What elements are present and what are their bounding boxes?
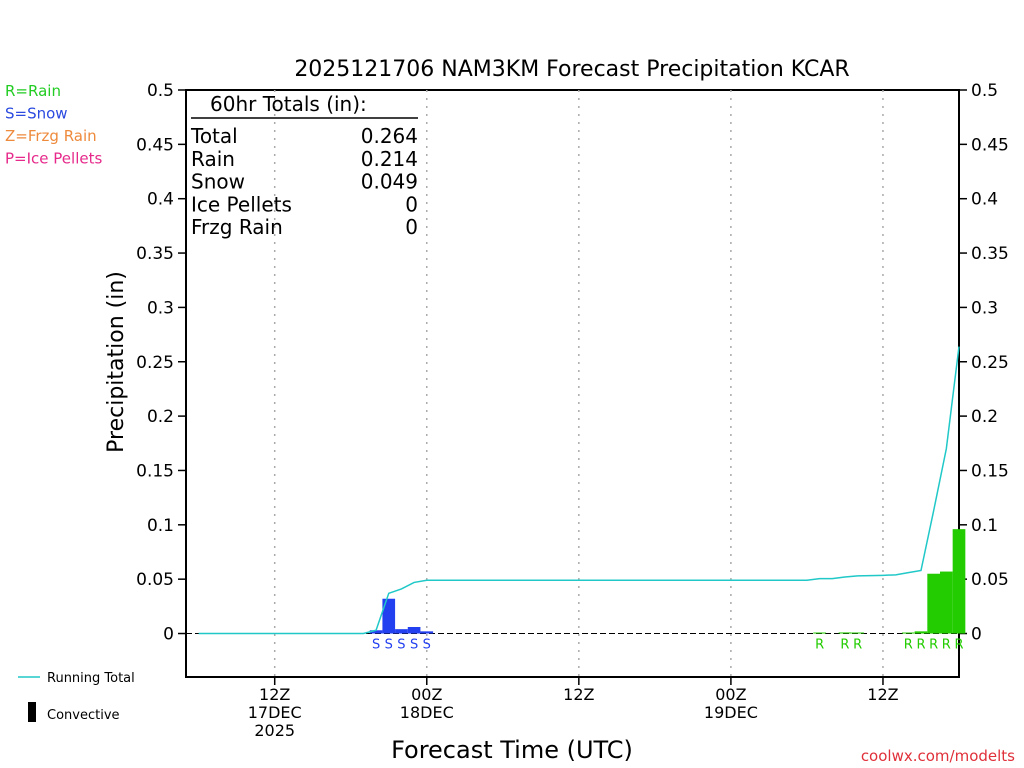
x-axis-label: Forecast Time (UTC) (391, 736, 633, 764)
type-legend-item: Z=Frzg Rain (5, 127, 97, 145)
x-tick-label: 00Z (411, 685, 442, 704)
y-tick-label-left: 0.2 (147, 407, 174, 427)
totals-row-label: Rain (191, 147, 235, 171)
x-tick-label: 18DEC (400, 703, 454, 722)
y-tick-label-right: 0.3 (971, 298, 998, 318)
y-tick-label-right: 0.35 (971, 244, 1009, 264)
precip-bar (382, 598, 396, 634)
y-axis-left: 0 0.05 0.1 0.15 0.2 0.25 0.3 0.35 0.4 0.45 0.5 (136, 81, 186, 645)
precip-bar (927, 573, 940, 634)
totals-row-value: 0 (405, 215, 418, 239)
totals-header: 60hr Totals (in): (210, 92, 367, 116)
precip-bar (420, 631, 434, 634)
y-tick-label-right: 0 (971, 625, 982, 645)
y-tick-label-right: 0.45 (971, 135, 1009, 155)
y-tick-label-right: 0.2 (971, 407, 998, 427)
running-total-legend-label: Running Total (47, 671, 135, 686)
x-tick-label: 19DEC (704, 703, 758, 722)
y-tick-label-right: 0.05 (971, 570, 1009, 590)
precip-type-legend: R=Rain S=Snow Z=Frzg Rain P=Ice Pellets (5, 82, 102, 168)
precip-type-letter: R (929, 638, 938, 653)
type-legend-item: S=Snow (5, 105, 68, 123)
type-legend-item: R=Rain (5, 82, 61, 100)
precip-type-letter: R (904, 638, 913, 653)
x-tick-label: 12Z (259, 685, 290, 704)
precip-type-letter: R (853, 638, 862, 653)
totals-rows: Total 0.264 Rain 0.214 Snow 0.049 Ice Pellets 0… (190, 124, 418, 239)
y-tick-label-left: 0.5 (147, 81, 174, 101)
precip-bar (901, 632, 915, 634)
convective-legend-label: Convective (47, 708, 120, 723)
plot-frame (185, 89, 960, 678)
precip-bar (914, 631, 928, 634)
precip-type-letter: S (385, 638, 393, 653)
totals-row-label: Snow (191, 170, 245, 194)
totals-row-label: Frzg Rain (191, 215, 283, 239)
precip-bar (838, 632, 852, 634)
x-tick-label: 17DEC (248, 703, 302, 722)
precip-bar (813, 632, 826, 634)
y-tick-label-left: 0.25 (136, 353, 174, 373)
y-tick-label-left: 0.4 (147, 190, 174, 210)
precip-type-letter: S (397, 638, 405, 653)
precip-bar (395, 629, 408, 634)
totals-row-value: 0.049 (361, 170, 418, 194)
totals-row-value: 0.214 (361, 147, 418, 171)
y-tick-label-left: 0.05 (136, 570, 174, 590)
y-tick-label-left: 0.3 (147, 298, 174, 318)
credit-text: coolwx.com/modelts (861, 747, 1015, 765)
chart-title: 2025121706 NAM3KM Forecast Precipitation… (294, 57, 849, 82)
y-tick-label-left: 0.15 (136, 461, 174, 481)
y-tick-label-left: 0.45 (136, 135, 174, 155)
totals-row-label: Ice Pellets (191, 192, 292, 216)
vertical-gridlines (273, 90, 884, 677)
y-axis-right: 0 0.05 0.1 0.15 0.2 0.25 0.3 0.35 0.4 0.45 0.5 (959, 81, 1009, 645)
y-tick-label-left: 0.1 (147, 516, 174, 536)
totals-row-value: 0 (405, 192, 418, 216)
y-tick-label-right: 0.5 (971, 81, 998, 101)
precip-bar (939, 571, 953, 634)
y-tick-label-left: 0 (163, 625, 174, 645)
y-tick-label-right: 0.4 (971, 190, 998, 210)
precip-type-letter: S (372, 638, 380, 653)
totals-row-value: 0.264 (361, 124, 418, 148)
x-tick-label: 12Z (563, 685, 594, 704)
precip-bar (407, 626, 421, 634)
y-axis-label: Precipitation (in) (104, 271, 129, 453)
precip-type-letter: R (840, 638, 849, 653)
running-total-line (198, 346, 960, 635)
x-tick-label: 00Z (715, 685, 746, 704)
convective-legend-swatch (28, 702, 36, 722)
precip-bar (369, 630, 383, 634)
precip-bar (851, 632, 864, 634)
y-tick-label-right: 0.15 (971, 461, 1009, 481)
y-tick-label-right: 0.1 (971, 516, 998, 536)
totals-row-label: Total (190, 124, 238, 148)
y-tick-label-right: 0.25 (971, 353, 1009, 373)
type-legend-item: P=Ice Pellets (5, 150, 102, 168)
x-tick-label: 12Z (867, 685, 898, 704)
precip-type-letter: R (815, 638, 824, 653)
x-tick-label: 2025 (254, 721, 295, 740)
precip-type-letter: R (942, 638, 951, 653)
precip-bar (952, 529, 966, 634)
precip-bars (369, 529, 966, 634)
precip-type-letter: R (916, 638, 925, 653)
precip-type-letter: S (410, 638, 418, 653)
totals-table: 60hr Totals (in): Total 0.264 Rain 0.214 Sno… (190, 92, 418, 239)
precip-type-letter: R (954, 638, 963, 653)
y-tick-label-left: 0.35 (136, 244, 174, 264)
precip-type-letter: S (423, 638, 431, 653)
